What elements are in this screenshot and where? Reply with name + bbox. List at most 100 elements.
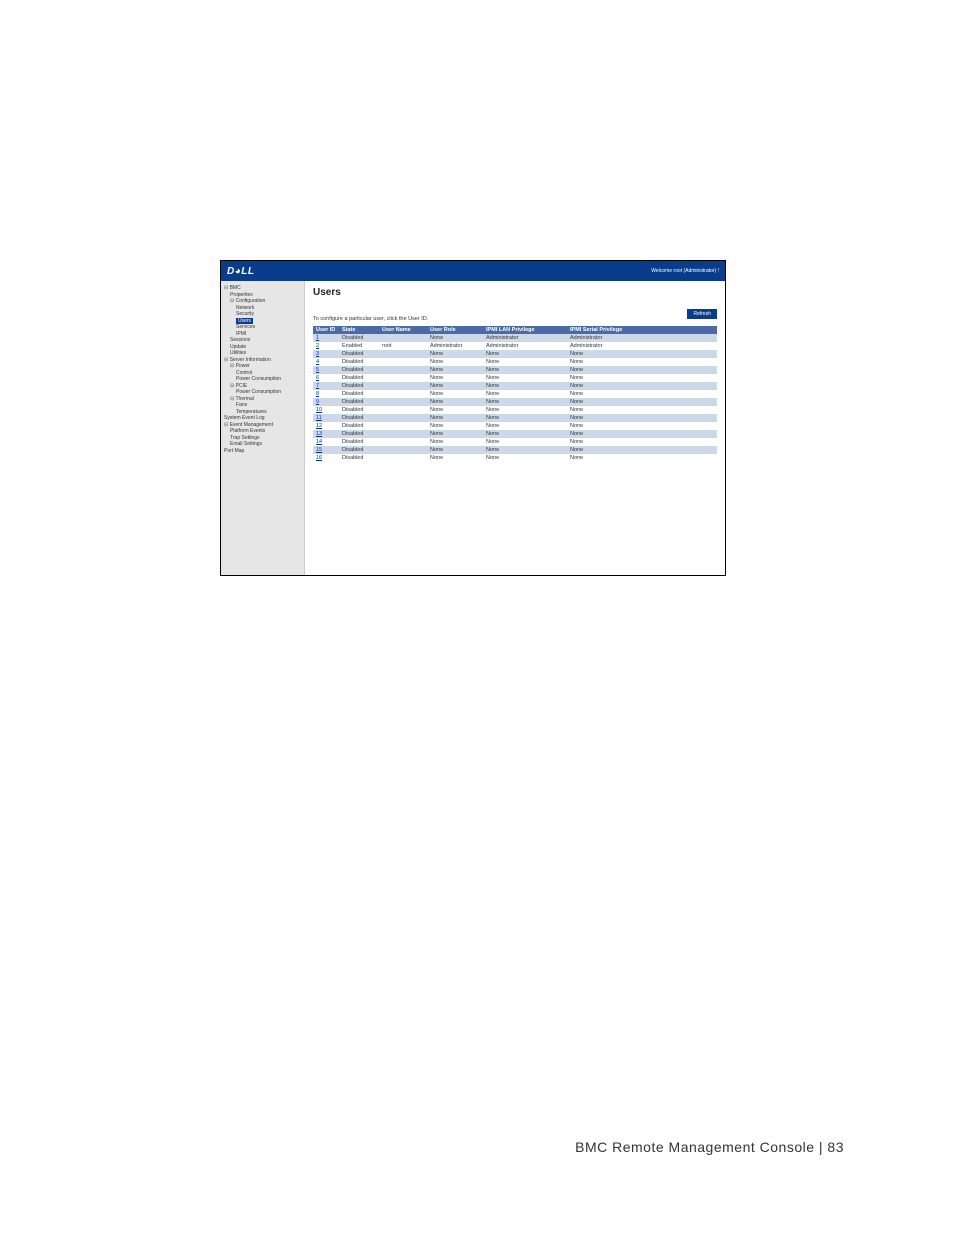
table-cell: None [483, 406, 567, 414]
user-id-link[interactable]: 2 [313, 342, 339, 350]
table-cell: None [567, 350, 717, 358]
table-cell: None [427, 430, 483, 438]
user-id-link[interactable]: 7 [313, 382, 339, 390]
table-cell: None [567, 414, 717, 422]
table-cell: None [567, 390, 717, 398]
table-cell [379, 350, 427, 358]
table-cell [379, 406, 427, 414]
user-id-link[interactable]: 1 [313, 334, 339, 342]
table-row: 8DisabledNoneNoneNone [313, 390, 717, 398]
col-header-state: State [339, 326, 379, 334]
table-cell: Disabled [339, 382, 379, 390]
table-cell: Disabled [339, 334, 379, 342]
table-cell: Disabled [339, 438, 379, 446]
table-cell: None [567, 406, 717, 414]
user-id-link[interactable]: 12 [313, 422, 339, 430]
table-cell: None [427, 374, 483, 382]
table-cell: Disabled [339, 390, 379, 398]
col-header-username: User Name [379, 326, 427, 334]
table-cell [379, 374, 427, 382]
table-cell: Disabled [339, 406, 379, 414]
user-id-link[interactable]: 14 [313, 438, 339, 446]
table-cell: None [567, 430, 717, 438]
table-cell: None [483, 390, 567, 398]
table-cell: None [483, 414, 567, 422]
table-cell: Enabled [339, 342, 379, 350]
table-header-row: User ID State User Name User Role IPMI L… [313, 326, 717, 334]
table-cell: root [379, 342, 427, 350]
table-row: 1DisabledNoneAdministratorAdministrator [313, 334, 717, 342]
col-header-lan: IPMI LAN Privilege [483, 326, 567, 334]
sidebar-item-port-map[interactable]: Port Map [224, 448, 301, 455]
table-cell [379, 358, 427, 366]
user-id-link[interactable]: 15 [313, 446, 339, 454]
table-cell: None [567, 366, 717, 374]
user-id-link[interactable]: 5 [313, 366, 339, 374]
user-id-link[interactable]: 11 [313, 414, 339, 422]
table-cell: Administrator [567, 342, 717, 350]
table-row: 4DisabledNoneNoneNone [313, 358, 717, 366]
table-cell: Disabled [339, 358, 379, 366]
table-cell: None [567, 398, 717, 406]
table-cell: None [483, 358, 567, 366]
col-header-userid: User ID [313, 326, 339, 334]
table-cell: Disabled [339, 350, 379, 358]
table-cell [379, 446, 427, 454]
table-row: 15DisabledNoneNoneNone [313, 446, 717, 454]
table-cell: None [483, 430, 567, 438]
table-cell: None [483, 398, 567, 406]
table-cell: Disabled [339, 414, 379, 422]
user-id-link[interactable]: 10 [313, 406, 339, 414]
table-cell: None [427, 390, 483, 398]
table-cell: None [427, 414, 483, 422]
table-cell: None [483, 382, 567, 390]
page-footer: BMC Remote Management Console | 83 [575, 1139, 844, 1155]
dell-logo: D◕LL [227, 266, 254, 277]
table-cell: None [427, 350, 483, 358]
user-id-link[interactable]: 3 [313, 350, 339, 358]
table-cell: Disabled [339, 454, 379, 462]
user-id-link[interactable]: 6 [313, 374, 339, 382]
table-cell: None [427, 406, 483, 414]
table-cell: None [427, 454, 483, 462]
table-cell: None [483, 366, 567, 374]
table-cell: Administrator [567, 334, 717, 342]
table-cell: Administrator [427, 342, 483, 350]
col-header-userrole: User Role [427, 326, 483, 334]
table-cell: None [427, 438, 483, 446]
users-table: User ID State User Name User Role IPMI L… [313, 326, 717, 462]
table-cell: None [427, 334, 483, 342]
table-cell: None [427, 398, 483, 406]
table-cell: None [567, 446, 717, 454]
page-title: Users [313, 287, 717, 298]
table-cell: None [483, 422, 567, 430]
user-id-link[interactable]: 4 [313, 358, 339, 366]
table-cell: None [427, 358, 483, 366]
content-row: BMCPropertiesConfigurationNetworkSecurit… [221, 281, 725, 575]
table-cell [379, 334, 427, 342]
table-cell [379, 390, 427, 398]
user-id-link[interactable]: 13 [313, 430, 339, 438]
table-row: 6DisabledNoneNoneNone [313, 374, 717, 382]
table-cell: Disabled [339, 398, 379, 406]
table-cell: Disabled [339, 366, 379, 374]
user-id-link[interactable]: 8 [313, 390, 339, 398]
table-cell: None [567, 422, 717, 430]
table-cell [379, 454, 427, 462]
table-row: 7DisabledNoneNoneNone [313, 382, 717, 390]
refresh-button[interactable]: Refresh [687, 309, 717, 319]
table-cell: None [567, 382, 717, 390]
user-id-link[interactable]: 9 [313, 398, 339, 406]
table-row: 3DisabledNoneNoneNone [313, 350, 717, 358]
table-cell: None [427, 446, 483, 454]
table-cell: None [567, 438, 717, 446]
table-cell: Disabled [339, 374, 379, 382]
table-row: 9DisabledNoneNoneNone [313, 398, 717, 406]
user-id-link[interactable]: 16 [313, 454, 339, 462]
table-cell: None [427, 366, 483, 374]
table-cell: None [427, 382, 483, 390]
table-cell: None [567, 374, 717, 382]
table-cell: Administrator [483, 334, 567, 342]
document-page: D◕LL Welcome root (Administrator) ! BMCP… [0, 0, 954, 1235]
table-cell: Disabled [339, 422, 379, 430]
